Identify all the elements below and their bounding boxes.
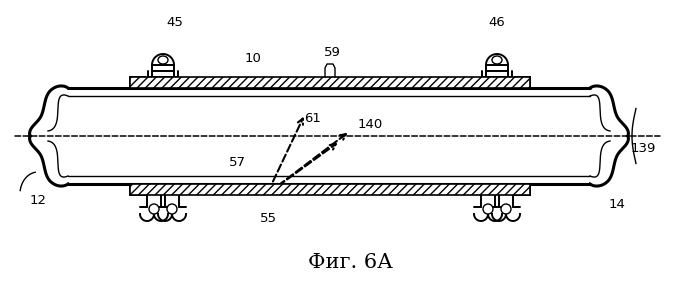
Text: 57: 57 (229, 155, 245, 169)
Text: 139: 139 (630, 142, 656, 155)
Circle shape (167, 204, 177, 214)
Text: 140: 140 (357, 119, 382, 132)
Bar (130, 77, 530, 88)
Text: 12: 12 (29, 194, 47, 207)
Circle shape (149, 204, 159, 214)
Ellipse shape (158, 56, 168, 64)
Circle shape (501, 204, 511, 214)
Text: 45: 45 (166, 15, 183, 28)
Text: 46: 46 (489, 15, 505, 28)
Text: Фиг. 6А: Фиг. 6А (308, 253, 392, 273)
Text: 55: 55 (259, 212, 277, 225)
Text: 61: 61 (305, 112, 322, 124)
Bar (130, 184, 530, 195)
Text: 10: 10 (245, 51, 261, 65)
Ellipse shape (492, 56, 502, 64)
Text: 59: 59 (324, 46, 340, 58)
Text: 14: 14 (609, 198, 626, 212)
Circle shape (483, 204, 493, 214)
